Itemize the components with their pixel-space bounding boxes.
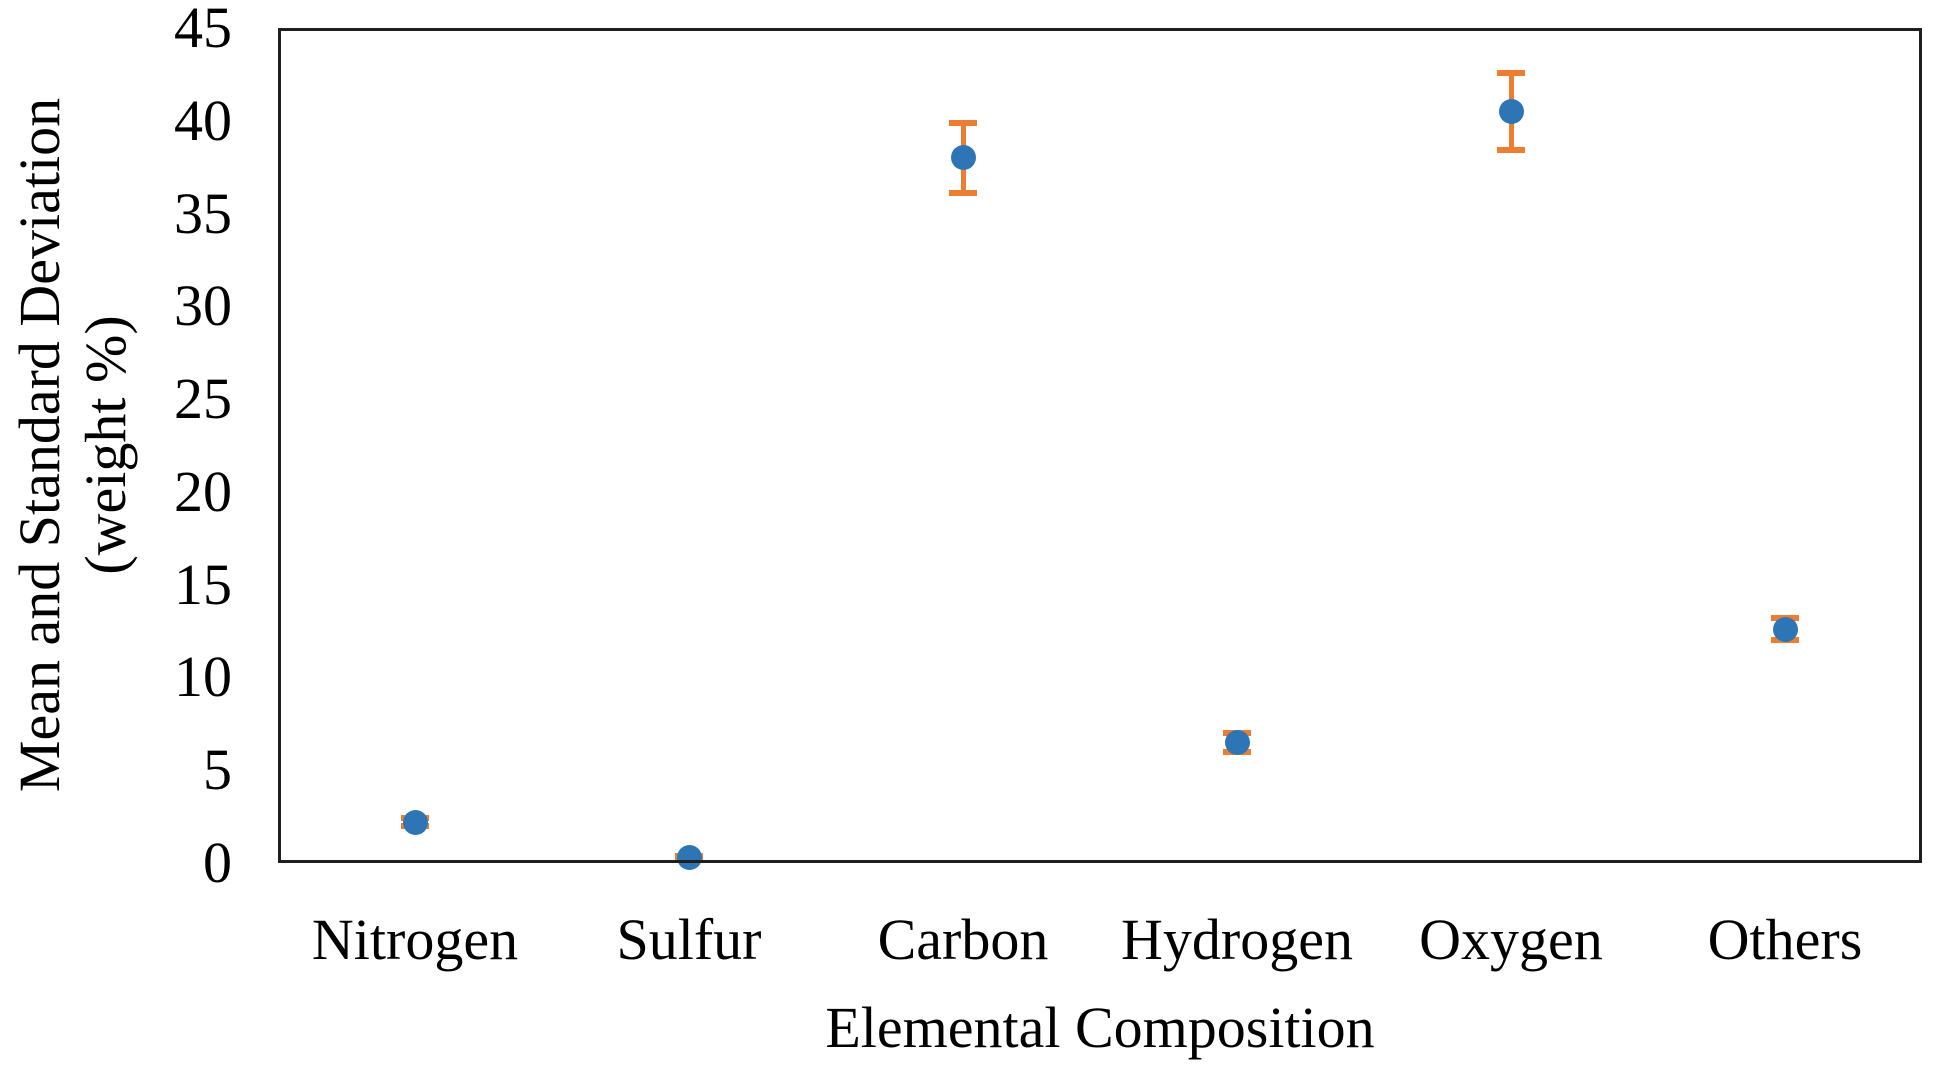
plot-area-frame	[278, 28, 1922, 863]
x-category-label-hydrogen: Hydrogen	[1121, 907, 1353, 972]
y-tick-label-45: 45	[174, 0, 232, 60]
data-point-marker-sulfur	[676, 844, 702, 870]
error-bar-cap-bottom-carbon	[949, 190, 977, 197]
y-tick-label-5: 5	[203, 737, 232, 803]
y-tick-label-10: 10	[174, 644, 232, 710]
data-point-marker-others	[1772, 616, 1798, 642]
y-tick-label-35: 35	[174, 180, 232, 246]
y-tick-label-25: 25	[174, 366, 232, 432]
x-category-label-sulfur: Sulfur	[616, 907, 762, 972]
y-tick-label-15: 15	[174, 551, 232, 617]
data-point-marker-carbon	[950, 145, 976, 171]
y-axis-title-line2: (weight %)	[73, 315, 138, 575]
x-category-label-nitrogen: Nitrogen	[311, 907, 519, 972]
x-category-label-oxygen: Oxygen	[1419, 907, 1603, 972]
data-point-marker-hydrogen	[1224, 729, 1250, 755]
y-tick-label-0: 0	[203, 830, 232, 895]
y-tick-label-20: 20	[174, 458, 232, 524]
data-point-marker-oxygen	[1498, 99, 1524, 124]
error-bar-cap-bottom-oxygen	[1497, 147, 1525, 154]
data-point-marker-nitrogen	[402, 809, 428, 835]
x-category-label-carbon: Carbon	[877, 907, 1049, 972]
error-bar-cap-top-carbon	[949, 119, 977, 126]
y-tick-label-40: 40	[174, 87, 232, 153]
y-tick-label-30: 30	[174, 273, 232, 339]
error-bar-cap-top-oxygen	[1497, 69, 1525, 76]
x-category-label-others: Others	[1707, 907, 1863, 972]
x-axis-title: Elemental Composition	[825, 995, 1375, 1060]
